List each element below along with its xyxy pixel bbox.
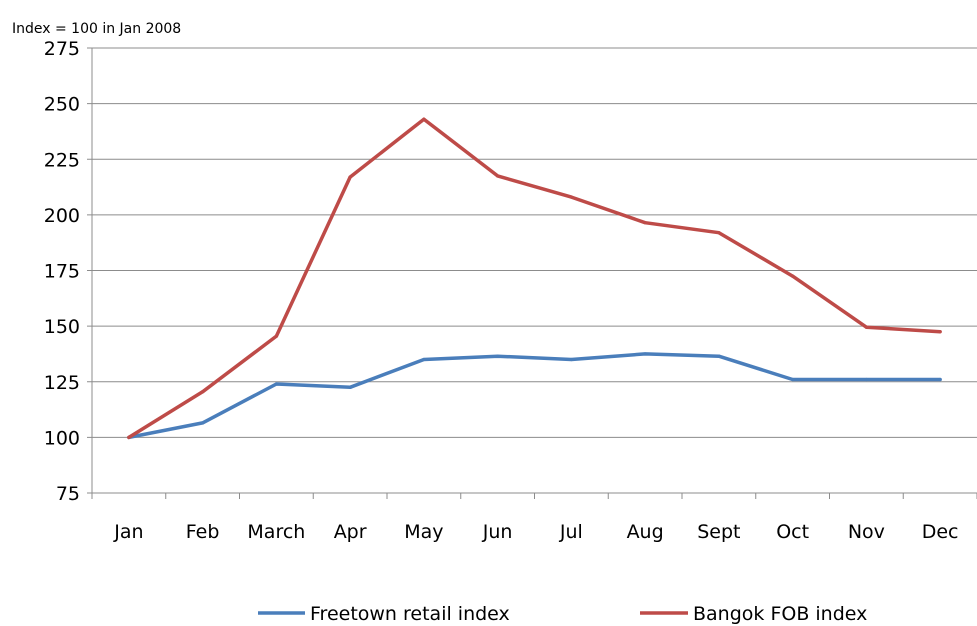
- data-point: [643, 352, 647, 356]
- data-point: [348, 385, 352, 389]
- y-tick-label: 100: [44, 427, 80, 449]
- y-tick-label: 75: [56, 483, 80, 505]
- x-tick-label: Jun: [482, 521, 513, 543]
- y-tick-label: 150: [44, 316, 80, 338]
- y-tick-label: 125: [44, 372, 80, 394]
- x-tick-label: Oct: [776, 521, 809, 543]
- series-1: [127, 352, 942, 440]
- y-axis-tick-labels: 75 100 125 150 175 200 225 250 275: [44, 38, 80, 505]
- y-tick-label: 250: [44, 94, 80, 116]
- data-point: [643, 221, 647, 225]
- data-point: [791, 274, 795, 278]
- data-point: [422, 357, 426, 362]
- data-point: [569, 195, 573, 199]
- legend-label: Freetown retail index: [310, 603, 510, 625]
- gridlines: [92, 47, 977, 438]
- axes: [87, 47, 977, 499]
- x-tick-label: Sept: [697, 521, 740, 543]
- x-tick-label: Apr: [334, 521, 367, 543]
- data-point: [201, 390, 205, 394]
- series-2: [127, 117, 942, 440]
- x-tick-label: Aug: [627, 521, 664, 543]
- series-lines: [127, 117, 942, 440]
- data-point: [496, 354, 500, 358]
- data-point: [717, 354, 721, 358]
- series-line: [127, 352, 942, 440]
- x-tick-label: Nov: [848, 521, 885, 543]
- x-tick-label: Jan: [113, 521, 143, 543]
- data-point: [938, 377, 942, 382]
- data-point: [864, 377, 868, 382]
- x-tick-label: May: [404, 521, 443, 543]
- data-point: [274, 334, 278, 338]
- y-axis-label: Index = 100 in Jan 2008: [12, 21, 181, 37]
- data-point: [864, 325, 868, 329]
- legend-entry: Freetown retail index: [258, 603, 510, 625]
- data-point: [791, 377, 795, 382]
- y-tick-label: 225: [44, 149, 80, 171]
- legend: Freetown retail index Bangok FOB index: [258, 603, 867, 625]
- data-point: [201, 421, 205, 425]
- data-point: [496, 174, 500, 178]
- legend-label: Bangok FOB index: [693, 603, 867, 625]
- data-point: [717, 231, 721, 235]
- data-point: [274, 382, 278, 386]
- x-tick-label: Dec: [922, 521, 959, 543]
- x-axis-tick-labels: Jan Feb March Apr May Jun Jul Aug Sept Oct Nov Dec: [113, 521, 958, 543]
- data-point: [348, 175, 352, 179]
- data-point: [127, 435, 131, 439]
- x-tick-label: March: [247, 521, 305, 543]
- y-tick-label: 200: [44, 205, 80, 227]
- data-point: [422, 117, 426, 121]
- data-point: [938, 330, 942, 334]
- x-tick-label: Jul: [559, 521, 583, 543]
- legend-entry: Bangok FOB index: [640, 603, 867, 625]
- x-tick-label: Feb: [186, 521, 220, 543]
- series-line: [127, 117, 942, 440]
- data-point: [569, 357, 573, 362]
- y-tick-label: 275: [44, 38, 80, 60]
- y-tick-label: 175: [44, 261, 80, 283]
